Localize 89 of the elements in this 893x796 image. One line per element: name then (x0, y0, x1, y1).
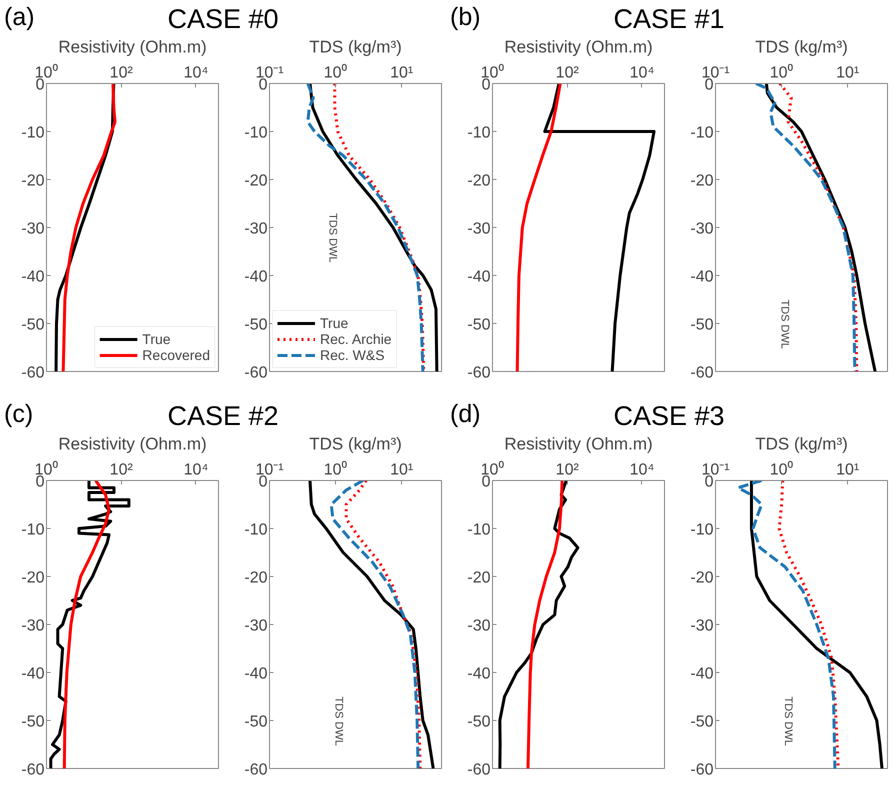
legend-label: Recovered (142, 347, 210, 363)
y-tick-label: -40 (21, 268, 45, 286)
y-tick-label: -30 (467, 220, 491, 238)
x-axis-title: Resistivity (Ohm.m) (504, 434, 653, 454)
y-tick-label: -60 (21, 364, 45, 382)
y-tick-label: -40 (244, 666, 268, 682)
y-tick-label: -10 (244, 124, 268, 142)
y-tick-label: -60 (21, 762, 45, 778)
text: (a) (4, 2, 35, 33)
y-tick-label: -40 (21, 666, 45, 682)
x-axis-title: TDS (kg/m³) (309, 434, 402, 454)
x-tick-label: 10¹ (836, 462, 860, 478)
chart-title: CASE #2 (167, 401, 279, 431)
x-axis-title: TDS (kg/m³) (309, 38, 402, 56)
y-tick-label: -50 (244, 714, 268, 730)
y-tick-label: -10 (690, 522, 714, 538)
y-tick-label: -10 (21, 124, 45, 142)
y-tick-label: -20 (21, 172, 45, 190)
x-tick-label: 10⁴ (630, 462, 654, 478)
x-tick-label: 10² (110, 462, 134, 478)
x-tick-label: 10⁰ (324, 460, 348, 478)
annotation: TDS DWL (332, 696, 344, 746)
y-tick-label: -40 (467, 666, 491, 682)
y-tick-label: -60 (467, 762, 491, 778)
x-tick-label: 10¹ (390, 64, 414, 82)
y-tick-label: -50 (21, 316, 45, 334)
y-tick-label: -60 (690, 762, 714, 778)
y-tick-label: -60 (244, 364, 268, 382)
x-tick-label: 10² (110, 64, 134, 82)
y-tick-label: -50 (690, 714, 714, 730)
chart-title: CASE #3 (613, 401, 725, 431)
y-tick-label: -20 (690, 172, 714, 190)
x-tick-label: 10² (556, 64, 580, 82)
text: (d) (450, 399, 481, 430)
y-tick-label: -40 (244, 268, 268, 286)
annotation: TDS DWL (778, 300, 790, 349)
y-tick-label: -20 (690, 570, 714, 586)
x-tick-label: 10⁰ (770, 460, 794, 478)
legend-label: Rec. W&S (320, 347, 385, 363)
y-tick-label: -30 (21, 618, 45, 634)
y-tick-label: -50 (690, 316, 714, 334)
y-tick-label: -30 (467, 618, 491, 634)
y-tick-label: -30 (690, 618, 714, 634)
y-tick-label: -60 (690, 364, 714, 382)
y-tick-label: -10 (467, 522, 491, 538)
annotation: TDS DWL (782, 696, 794, 746)
legend-label: True (142, 331, 171, 347)
y-tick-label: -10 (244, 522, 268, 538)
y-tick-label: -10 (467, 124, 491, 142)
x-axis-title: TDS (kg/m³) (755, 38, 848, 56)
y-tick-label: -10 (690, 124, 714, 142)
y-tick-label: -40 (690, 666, 714, 682)
y-tick-label: -50 (21, 714, 45, 730)
x-axis-title: Resistivity (Ohm.m) (58, 434, 207, 454)
x-tick-label: 10⁴ (184, 64, 208, 82)
y-tick-label: -60 (467, 364, 491, 382)
y-tick-label: -20 (467, 570, 491, 586)
text: (b) (450, 2, 481, 33)
x-axis-title: TDS (kg/m³) (755, 434, 848, 454)
x-tick-label: 10² (556, 462, 580, 478)
x-tick-label: 10⁰ (324, 64, 348, 82)
x-tick-label: 10¹ (390, 462, 414, 478)
y-tick-label: -30 (690, 220, 714, 238)
y-tick-label: -30 (21, 220, 45, 238)
x-axis-title: Resistivity (Ohm.m) (58, 38, 207, 56)
x-tick-label: 10⁴ (184, 462, 208, 478)
y-tick-label: -20 (244, 570, 268, 586)
x-tick-label: 10⁴ (630, 64, 654, 82)
y-tick-label: -20 (467, 172, 491, 190)
legend-label: True (320, 315, 348, 331)
x-tick-label: 10⁰ (770, 64, 794, 82)
chart-title: CASE #1 (613, 4, 725, 34)
y-tick-label: -40 (690, 268, 714, 286)
y-tick-label: -10 (21, 522, 45, 538)
y-tick-label: -40 (467, 268, 491, 286)
y-tick-label: -50 (467, 316, 491, 334)
annotation: TDS DWL (326, 213, 339, 263)
y-tick-label: -20 (244, 172, 268, 190)
y-tick-label: -60 (244, 762, 268, 778)
x-tick-label: 10¹ (836, 64, 860, 82)
y-tick-label: -50 (467, 714, 491, 730)
legend-label: Rec. Archie (320, 331, 392, 347)
y-tick-label: -50 (244, 316, 268, 334)
chart-title: CASE #0 (167, 4, 279, 34)
y-tick-label: -30 (244, 220, 268, 238)
x-axis-title: Resistivity (Ohm.m) (504, 38, 653, 56)
text: (c) (4, 399, 34, 430)
y-tick-label: -30 (244, 618, 268, 634)
y-tick-label: -20 (21, 570, 45, 586)
